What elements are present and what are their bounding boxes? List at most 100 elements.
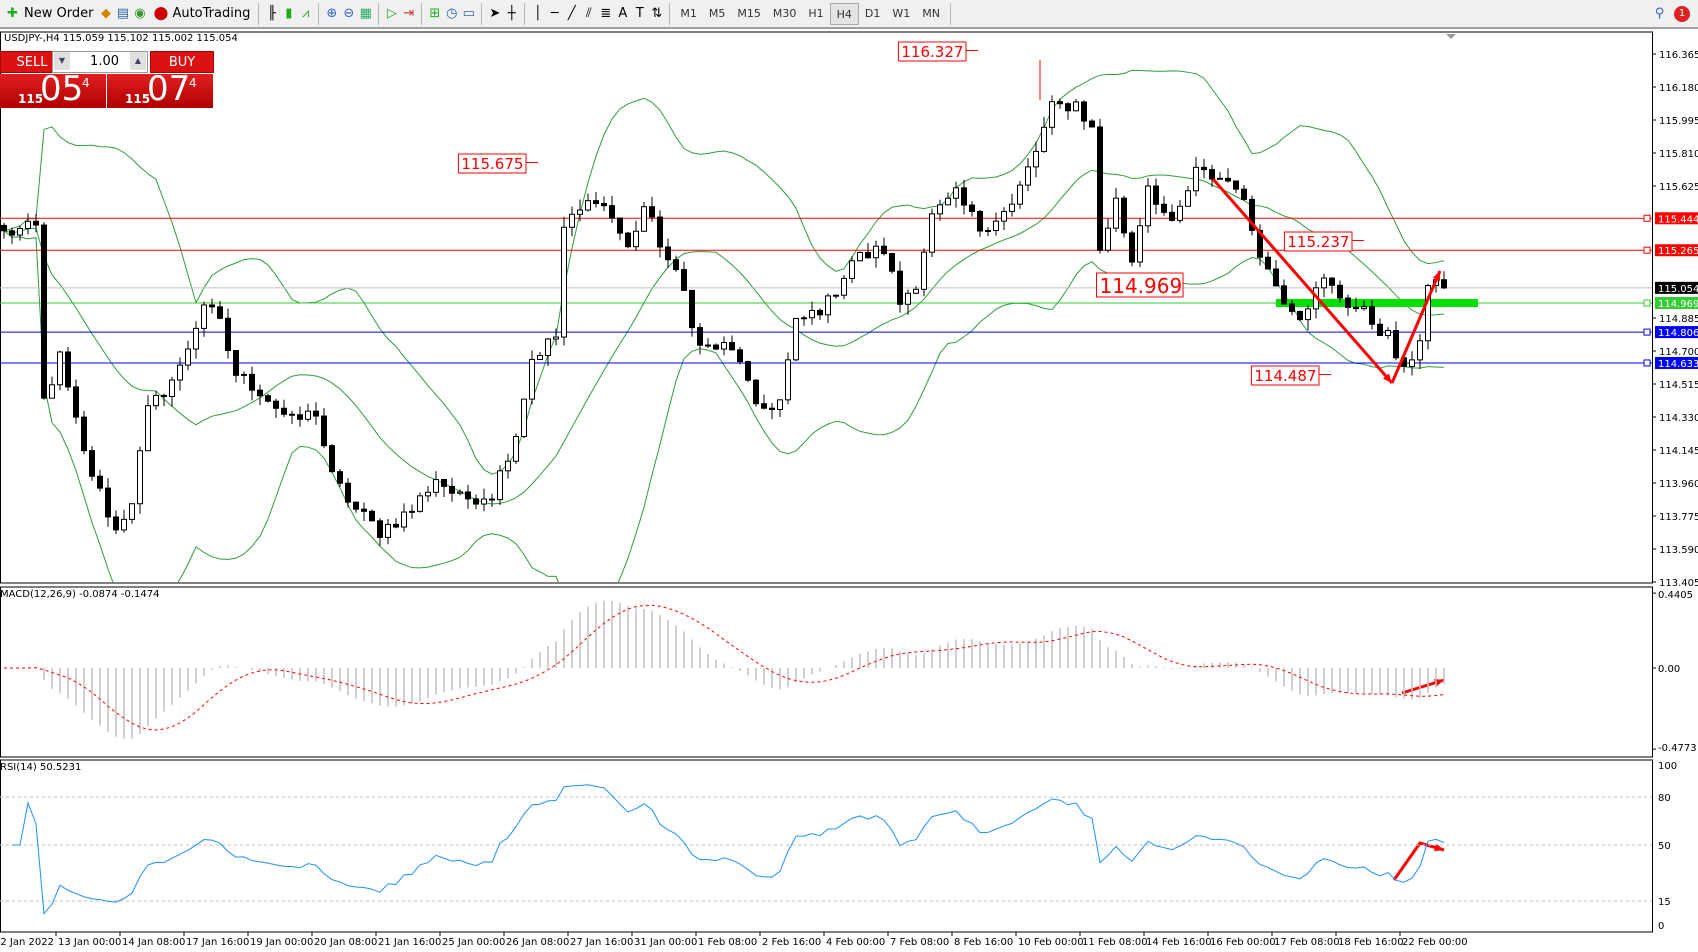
buy-button[interactable]: BUY xyxy=(150,51,214,73)
search-icon[interactable]: ⚲ xyxy=(1654,6,1665,21)
navigator-icon[interactable]: ▤ xyxy=(116,6,130,21)
candle-body xyxy=(1353,306,1359,310)
rsi-tick-label: 15 xyxy=(1658,897,1671,908)
lot-size-input[interactable]: 1.00 xyxy=(52,51,148,73)
candle xyxy=(169,376,175,407)
text-icon[interactable]: A xyxy=(618,6,628,21)
templates-icon[interactable]: ▭ xyxy=(462,6,475,21)
cursor-icon[interactable]: ➤ xyxy=(489,6,501,21)
candle xyxy=(713,343,719,350)
candle-body xyxy=(1009,203,1015,212)
time-tick-label: 10 Feb 00:00 xyxy=(1018,937,1084,948)
candle xyxy=(649,196,655,222)
candle-body xyxy=(193,327,199,350)
candle-body xyxy=(57,351,63,386)
level-handle xyxy=(1643,299,1651,307)
rsi-arrow-up-head-icon xyxy=(1434,843,1444,852)
separator xyxy=(949,2,951,25)
timeframe-m30[interactable]: M30 xyxy=(772,6,797,20)
autotrading-button[interactable]: ⬤ AutoTrading xyxy=(148,2,254,26)
level-tag: 114.633 xyxy=(1658,359,1698,370)
arrows-icon[interactable]: ⇅ xyxy=(651,6,663,21)
candle-body xyxy=(1417,340,1423,361)
new-order-button[interactable]: ✚ New Order xyxy=(0,2,97,26)
candle xyxy=(313,402,319,425)
candle xyxy=(113,510,119,535)
candle-body xyxy=(921,251,927,290)
candle-body xyxy=(585,200,591,211)
timeframe-m5[interactable]: M5 xyxy=(708,6,726,20)
lot-increase-icon[interactable]: ▲ xyxy=(130,52,146,70)
timeframe-h4[interactable]: H4 xyxy=(829,2,859,25)
tile-windows-icon[interactable]: ▦ xyxy=(359,6,372,21)
level-handle xyxy=(1643,359,1651,367)
buy-price[interactable]: 115 07 4 xyxy=(107,70,213,108)
candle xyxy=(1305,305,1311,331)
candle xyxy=(1025,158,1031,192)
candle-body xyxy=(721,342,727,350)
candle-body xyxy=(329,445,335,473)
candle xyxy=(361,502,367,522)
crosshair-icon[interactable]: ┼ xyxy=(507,6,516,21)
timeframe-m1[interactable]: M1 xyxy=(680,6,697,20)
candle-body xyxy=(801,317,807,320)
periods-icon[interactable]: ◷ xyxy=(446,6,458,21)
candle xyxy=(329,444,335,473)
signals-icon[interactable]: ◉ xyxy=(134,6,146,21)
trendline-icon[interactable]: ╱ xyxy=(567,6,576,21)
candle-body xyxy=(25,220,31,229)
timeframe-m15[interactable]: M15 xyxy=(737,6,761,20)
horizontal-line-icon[interactable]: ─ xyxy=(550,6,559,21)
chart-shift-icon[interactable]: ⇥ xyxy=(403,6,415,21)
candlestick-icon[interactable]: ▮ xyxy=(285,6,293,21)
candle xyxy=(1177,199,1183,224)
notification-badge[interactable]: 1 xyxy=(1674,5,1690,22)
equidistant-channel-icon[interactable]: ⫽ xyxy=(585,6,592,21)
auto-scroll-icon[interactable]: ▷ xyxy=(386,6,397,21)
timeframe-mn[interactable]: MN xyxy=(922,6,940,20)
candle-body xyxy=(457,491,463,494)
separator xyxy=(421,2,423,25)
market-watch-icon[interactable]: ◆ xyxy=(100,6,111,21)
candle-body xyxy=(1017,184,1023,205)
text-label-icon[interactable]: T xyxy=(635,6,644,21)
candle-body xyxy=(521,398,527,437)
level-tag: 115.054 xyxy=(1658,284,1698,295)
candle-body xyxy=(1041,126,1047,152)
candle xyxy=(561,216,567,346)
trend-arrow-down-head-icon xyxy=(1382,373,1392,383)
fibonacci-icon[interactable]: ≣ xyxy=(600,6,612,21)
candle-body xyxy=(937,204,943,215)
sell-price[interactable]: 115 05 4 xyxy=(0,70,106,108)
lot-decrease-icon[interactable]: ▼ xyxy=(54,52,70,70)
line-chart-icon[interactable]: ⩘ xyxy=(302,6,310,21)
candle xyxy=(73,379,79,424)
time-tick-label: 17 Feb 08:00 xyxy=(1274,937,1340,948)
candle xyxy=(297,406,303,427)
timeframe-w1[interactable]: W1 xyxy=(892,6,911,20)
buy-price-prefix: 115 xyxy=(125,92,151,106)
candle-body xyxy=(713,344,719,350)
vertical-line-icon[interactable]: │ xyxy=(533,6,542,21)
separator xyxy=(378,2,380,25)
trend-arrow-up xyxy=(1390,270,1442,384)
candle xyxy=(137,446,143,514)
timeframe-d1[interactable]: D1 xyxy=(864,6,881,20)
level-tag: 115.444 xyxy=(1658,214,1698,225)
time-tick-label: 14 Jan 08:00 xyxy=(122,937,185,948)
candle-body xyxy=(633,230,639,248)
candle xyxy=(953,181,959,208)
candle xyxy=(537,352,543,360)
candle-body xyxy=(177,364,183,381)
bar-chart-icon[interactable]: ╟ xyxy=(267,6,276,21)
candle xyxy=(505,453,511,479)
trend-arrow-down xyxy=(1211,178,1394,384)
candle-body xyxy=(961,187,967,206)
indicators-icon[interactable]: ⊞ xyxy=(429,6,441,21)
candle-body xyxy=(1441,279,1447,289)
timeframe-h1[interactable]: H1 xyxy=(808,6,824,20)
candle-body xyxy=(73,386,79,418)
zoom-out-icon[interactable]: ⊖ xyxy=(343,6,355,21)
zoom-in-icon[interactable]: ⊕ xyxy=(326,6,338,21)
